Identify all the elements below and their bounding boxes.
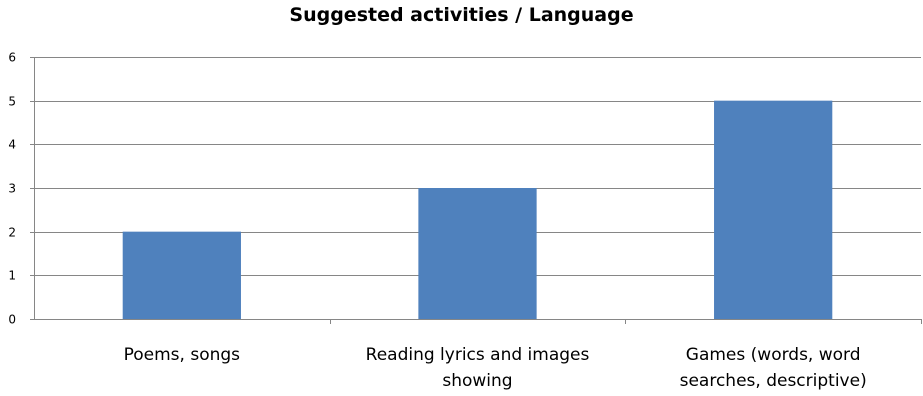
y-tick-label: 2 — [8, 226, 16, 240]
x-category-label-line: searches, descriptive) — [680, 371, 867, 391]
x-category-label-line: Games (words, word — [686, 345, 861, 365]
y-tick-label: 6 — [8, 51, 16, 65]
y-tick-label: 0 — [8, 313, 16, 327]
y-tick-label: 1 — [8, 269, 16, 283]
x-category-label-line: showing — [442, 371, 512, 391]
x-category-label: Poems, songs — [124, 345, 241, 365]
y-tick-labels: 0 1 2 3 4 5 6 — [8, 51, 16, 327]
y-tick-label: 5 — [8, 95, 16, 109]
x-category-label: Reading lyrics and images showing — [366, 345, 590, 391]
y-tick-label: 3 — [8, 182, 16, 196]
x-category-labels: Poems, songs Reading lyrics and images sho… — [124, 345, 867, 391]
bars — [122, 100, 833, 320]
x-category-label: Games (words, word searches, descriptive) — [680, 345, 867, 391]
bar-3 — [714, 100, 833, 320]
axes — [30, 57, 922, 324]
bar-2 — [418, 188, 537, 319]
x-category-label-line: Reading lyrics and images — [366, 345, 590, 365]
x-category-label-line: Poems, songs — [124, 345, 241, 365]
chart-title: Suggested activities / Language — [289, 4, 634, 26]
bar-1 — [122, 231, 241, 319]
y-tick-label: 4 — [8, 138, 16, 152]
